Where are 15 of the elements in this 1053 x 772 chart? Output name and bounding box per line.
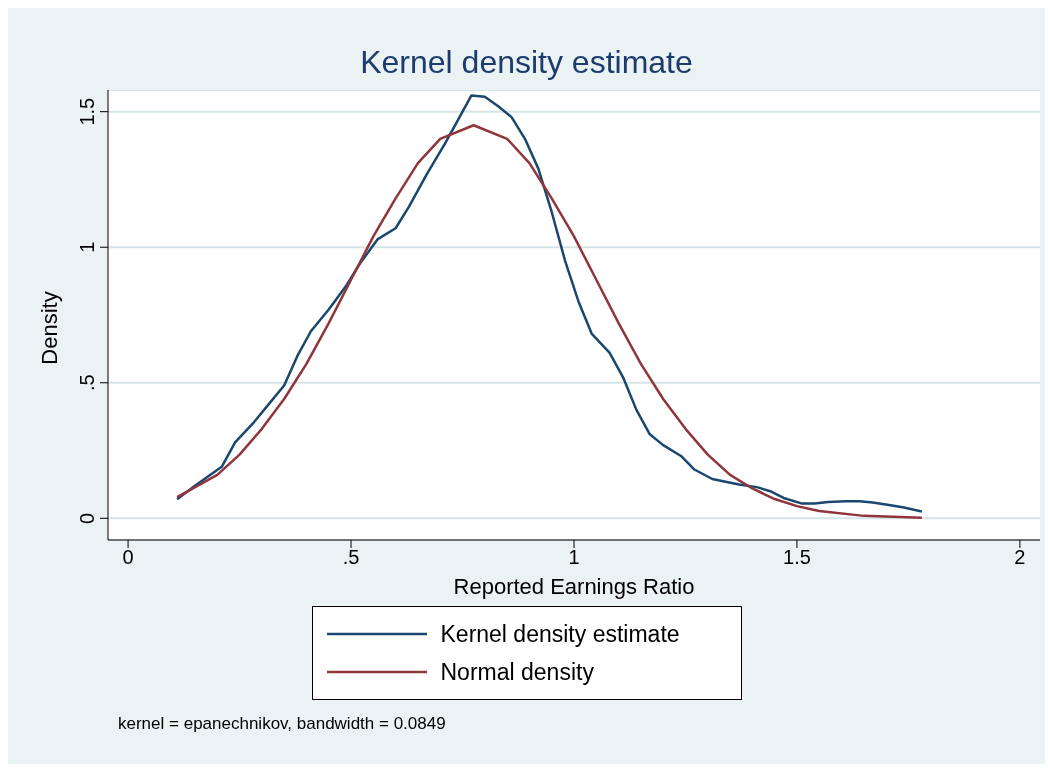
x-tick-label: 1.5: [783, 546, 811, 569]
x-axis-title: Reported Earnings Ratio: [452, 574, 696, 600]
y-tick-label: 1: [76, 241, 98, 253]
x-tick-label: .5: [342, 546, 360, 569]
y-axis-title: Density: [37, 291, 63, 365]
legend-label: Kernel density estimate: [440, 620, 680, 648]
chart-title: Kernel density estimate: [359, 43, 694, 82]
text: kernel = epanechnikov, bandwidth = 0.0849: [118, 714, 447, 734]
y-tick-label: 0: [76, 512, 98, 524]
legend-label: Normal density: [440, 658, 594, 686]
x-tick-label: 0: [122, 546, 134, 569]
y-tick-label: 1.5: [76, 97, 98, 126]
y-tick-label: .5: [76, 374, 98, 392]
x-tick-label: 2: [1014, 546, 1026, 569]
x-tick-label: 1: [568, 546, 580, 569]
